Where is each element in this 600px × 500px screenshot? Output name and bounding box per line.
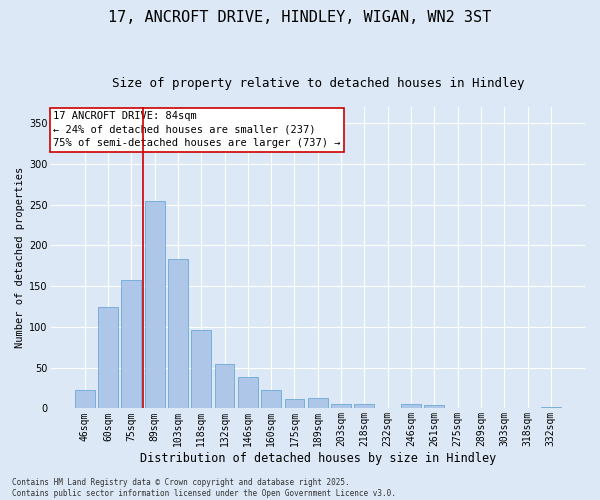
Bar	[168, 260, 188, 408]
Bar	[145, 200, 164, 408]
Bar	[191, 330, 211, 408]
Bar	[424, 405, 444, 408]
Bar	[355, 404, 374, 408]
Bar	[284, 400, 304, 408]
Bar	[121, 280, 141, 408]
Bar	[215, 364, 235, 408]
Bar	[75, 390, 95, 408]
Text: Contains HM Land Registry data © Crown copyright and database right 2025.
Contai: Contains HM Land Registry data © Crown c…	[12, 478, 396, 498]
Y-axis label: Number of detached properties: Number of detached properties	[15, 167, 25, 348]
Title: Size of property relative to detached houses in Hindley: Size of property relative to detached ho…	[112, 78, 524, 90]
Bar	[331, 404, 351, 408]
Text: 17, ANCROFT DRIVE, HINDLEY, WIGAN, WN2 3ST: 17, ANCROFT DRIVE, HINDLEY, WIGAN, WN2 3…	[109, 10, 491, 25]
X-axis label: Distribution of detached houses by size in Hindley: Distribution of detached houses by size …	[140, 452, 496, 465]
Bar	[261, 390, 281, 408]
Bar	[238, 378, 258, 408]
Bar	[401, 404, 421, 408]
Bar	[308, 398, 328, 408]
Text: 17 ANCROFT DRIVE: 84sqm
← 24% of detached houses are smaller (237)
75% of semi-d: 17 ANCROFT DRIVE: 84sqm ← 24% of detache…	[53, 112, 341, 148]
Bar	[98, 308, 118, 408]
Bar	[541, 407, 561, 408]
